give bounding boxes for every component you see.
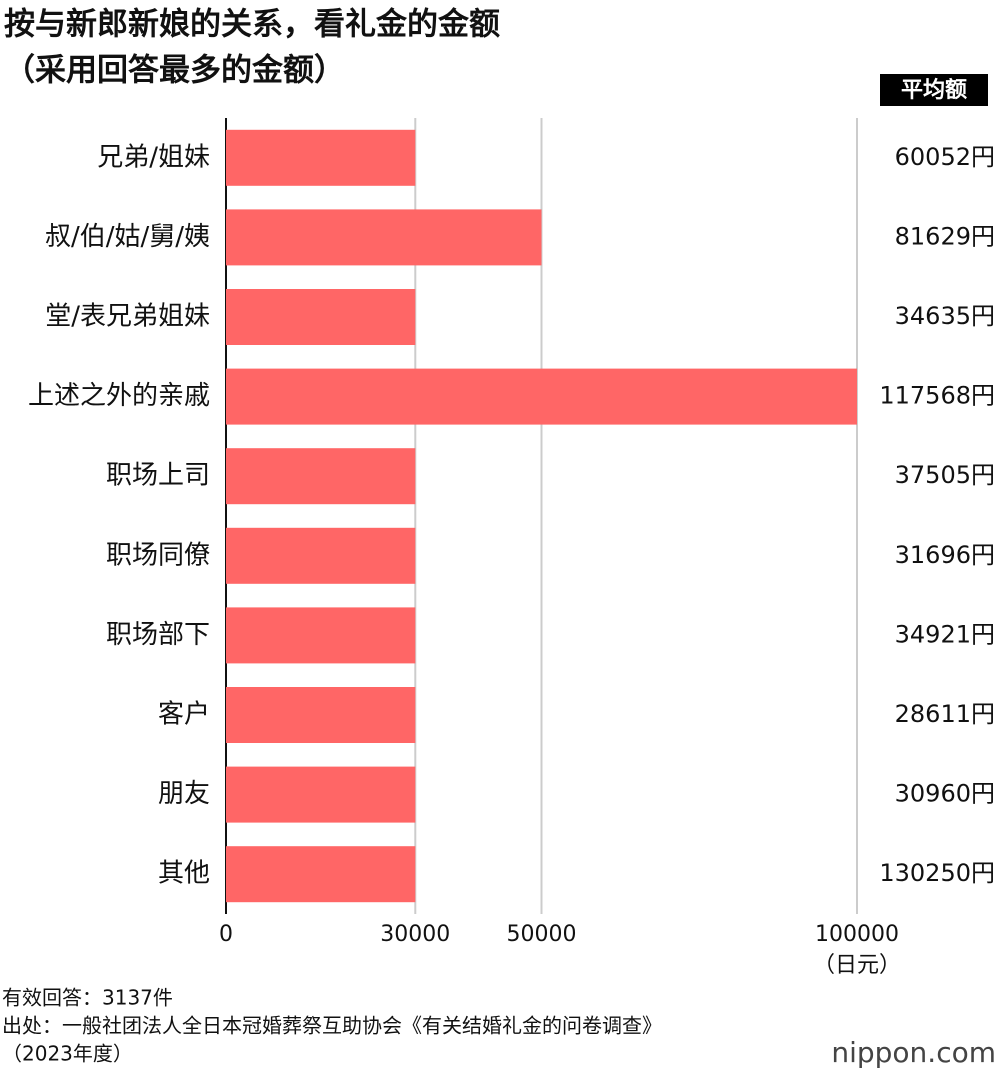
average-label: 117568円 (879, 382, 995, 410)
y-tick-label: 其他 (158, 859, 210, 889)
y-tick-label: 兄弟/姐妹 (97, 142, 210, 172)
average-label: 34921円 (895, 620, 995, 648)
bar (226, 846, 416, 903)
bar (226, 687, 416, 743)
chart-title: 按与新郎新娘的关系，看礼金的金额 (4, 7, 500, 43)
note: 出处：一般社团法人全日本冠婚葬祭互助协会《有关结婚礼金的问卷调查》 (2, 1014, 662, 1038)
x-tick-label: 0 (219, 922, 233, 947)
y-tick-label: 堂/表兄弟姐妹 (45, 302, 210, 332)
average-label: 31696円 (895, 541, 995, 569)
bar (226, 129, 416, 186)
y-tick-label: 上述之外的亲戚 (28, 381, 210, 411)
x-tick-label: 50000 (507, 922, 577, 947)
bar (226, 527, 416, 584)
average-label: 30960円 (895, 780, 995, 808)
average-label: 60052円 (895, 143, 995, 171)
bar (226, 766, 416, 823)
x-unit: （日元） (813, 953, 901, 978)
bar (226, 607, 416, 664)
bar (226, 209, 542, 266)
logo: nippon.com (831, 1036, 996, 1069)
average-label: 37505円 (895, 461, 995, 489)
y-tick-label: 职场上司 (106, 461, 210, 491)
note: 有效回答：3137件 (2, 986, 173, 1010)
y-tick-label: 职场部下 (106, 620, 210, 650)
average-header: 平均额 (901, 77, 967, 103)
bar (226, 448, 416, 505)
x-tick-label: 30000 (380, 922, 450, 947)
y-tick-label: 叔/伯/姑/舅/姨 (45, 222, 210, 252)
average-label: 34635円 (895, 302, 995, 330)
header-box (880, 74, 988, 106)
note: （2023年度） (2, 1042, 133, 1066)
y-tick-label: 客户 (158, 700, 210, 730)
average-label: 28611円 (895, 700, 995, 728)
x-tick-label: 100000 (815, 922, 899, 947)
y-tick-label: 职场同僚 (106, 540, 210, 570)
bar (226, 368, 857, 425)
chart-subtitle: （采用回答最多的金额） (4, 53, 345, 89)
y-tick-label: 朋友 (158, 779, 210, 809)
bar (226, 289, 416, 345)
average-label: 81629円 (895, 222, 995, 250)
average-label: 130250円 (879, 859, 995, 887)
